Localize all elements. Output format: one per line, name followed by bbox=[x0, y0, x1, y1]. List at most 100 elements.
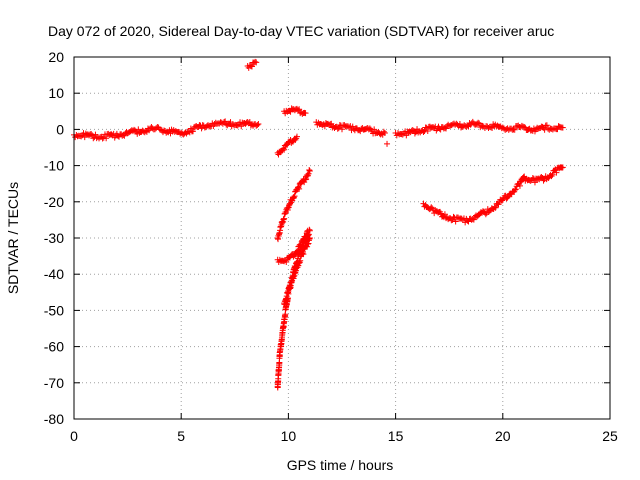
chart-title: Day 072 of 2020, Sidereal Day-to-day VTE… bbox=[48, 23, 554, 39]
data-point bbox=[441, 211, 448, 218]
series-outlier bbox=[384, 140, 391, 147]
data-point bbox=[411, 130, 418, 137]
data-point bbox=[189, 128, 196, 135]
x-tick-label: 0 bbox=[70, 428, 78, 444]
data-point bbox=[305, 170, 312, 177]
data-point bbox=[452, 218, 459, 225]
data-point bbox=[253, 59, 260, 66]
data-point bbox=[371, 126, 378, 133]
data-point bbox=[495, 201, 502, 208]
data-point bbox=[381, 130, 388, 137]
series-arc-f bbox=[420, 173, 528, 226]
data-point bbox=[504, 194, 511, 201]
data-point bbox=[529, 175, 536, 182]
data-point bbox=[531, 179, 538, 186]
data-point bbox=[540, 177, 547, 184]
data-point bbox=[255, 120, 262, 127]
data-point bbox=[88, 130, 95, 137]
data-point bbox=[548, 173, 555, 180]
x-tick-labels: 0 5 10 15 20 25 bbox=[70, 428, 618, 444]
data-point bbox=[300, 251, 307, 258]
series-arc-b bbox=[274, 167, 313, 243]
data-point bbox=[543, 122, 550, 129]
data-point bbox=[303, 176, 310, 183]
data-point bbox=[306, 235, 313, 241]
y-tick-labels: 20 10 0 -10 -20 -30 -40 -50 -60 -70 -80 bbox=[44, 49, 64, 427]
data-point bbox=[380, 128, 387, 135]
data-point bbox=[409, 126, 416, 133]
x-tick-label: 15 bbox=[388, 428, 404, 444]
series-arc-e bbox=[281, 235, 313, 308]
y-tick-label: 0 bbox=[56, 121, 64, 137]
data-point bbox=[281, 146, 288, 153]
data-point bbox=[293, 133, 300, 140]
data-point bbox=[424, 128, 431, 135]
data-point bbox=[549, 171, 556, 178]
data-point bbox=[306, 167, 313, 174]
data-point bbox=[442, 125, 449, 132]
x-tick-label: 20 bbox=[495, 428, 511, 444]
data-point bbox=[538, 174, 545, 181]
data-point bbox=[103, 135, 110, 142]
y-tick-label: -30 bbox=[44, 230, 64, 246]
y-tick-label: -10 bbox=[44, 158, 64, 174]
grid-lines bbox=[74, 57, 610, 419]
data-point bbox=[511, 126, 518, 133]
y-tick-label: -20 bbox=[44, 194, 64, 210]
series-band-15-23 bbox=[392, 118, 566, 139]
data-point bbox=[121, 132, 128, 139]
data-point bbox=[248, 63, 255, 70]
data-point bbox=[305, 231, 312, 238]
series-segment-10a bbox=[281, 105, 309, 117]
data-point bbox=[553, 169, 560, 176]
data-point bbox=[399, 131, 406, 138]
y-tick-label: 20 bbox=[48, 49, 64, 65]
data-point bbox=[302, 110, 309, 117]
data-point bbox=[280, 145, 287, 152]
series-band-11-15 bbox=[313, 119, 388, 138]
data-point bbox=[512, 186, 519, 193]
series-arc-a bbox=[274, 133, 300, 158]
data-point bbox=[470, 216, 477, 223]
data-point bbox=[283, 259, 290, 266]
data-points bbox=[71, 58, 566, 391]
data-point bbox=[339, 126, 345, 133]
x-tick-label: 10 bbox=[281, 428, 297, 444]
data-point bbox=[78, 133, 85, 140]
data-point bbox=[306, 168, 313, 175]
data-point bbox=[512, 186, 519, 193]
data-point bbox=[234, 122, 241, 129]
y-tick-label: -60 bbox=[44, 339, 64, 355]
data-point bbox=[516, 182, 523, 189]
data-point bbox=[132, 127, 139, 134]
data-point bbox=[296, 106, 303, 113]
data-point bbox=[521, 123, 528, 130]
data-point bbox=[559, 164, 566, 171]
y-axis-label: SDTVAR / TECUs bbox=[5, 182, 21, 294]
data-point bbox=[475, 119, 482, 126]
data-point bbox=[306, 226, 313, 233]
data-point bbox=[492, 204, 499, 211]
data-point bbox=[403, 132, 410, 139]
x-axis-label: GPS time / hours bbox=[287, 457, 394, 473]
data-point bbox=[290, 194, 297, 201]
series-segment-8 bbox=[244, 58, 260, 71]
series-band-0-7 bbox=[71, 118, 234, 142]
data-point bbox=[252, 58, 259, 65]
y-tick-label: -80 bbox=[44, 411, 64, 427]
data-point bbox=[306, 227, 313, 234]
data-point bbox=[296, 185, 303, 192]
data-point bbox=[294, 184, 301, 191]
data-point bbox=[304, 171, 311, 178]
data-point bbox=[559, 124, 566, 131]
data-point bbox=[254, 122, 261, 129]
y-tick-label: -40 bbox=[44, 266, 64, 282]
data-point bbox=[450, 213, 457, 220]
x-tick-label: 25 bbox=[602, 428, 618, 444]
data-point bbox=[292, 136, 299, 143]
series-band-7-8.6 bbox=[227, 118, 262, 130]
axis-ticks bbox=[73, 56, 611, 420]
data-point bbox=[222, 118, 229, 125]
data-point bbox=[291, 193, 298, 200]
